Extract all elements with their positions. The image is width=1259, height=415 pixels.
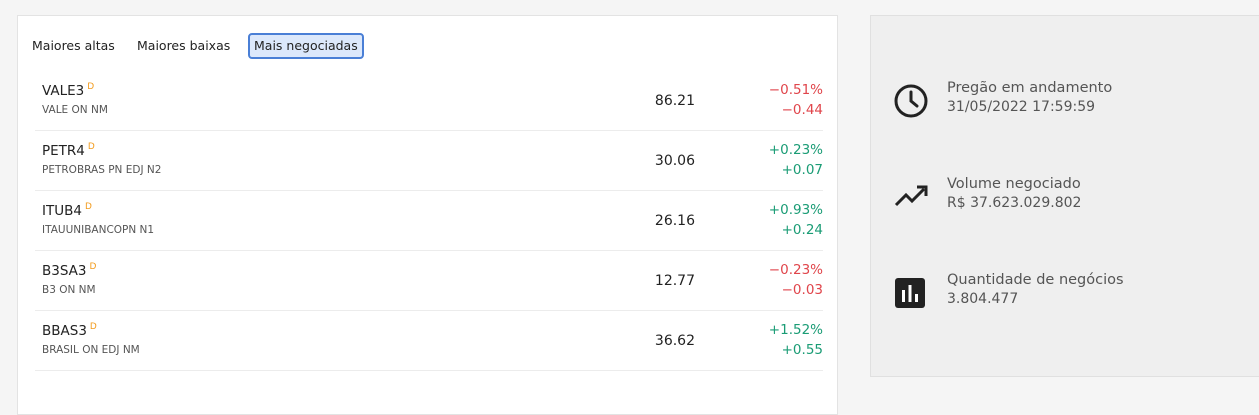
price: 86.21 [654, 93, 695, 109]
company-name: ITAUUNIBANCOPN N1 [42, 224, 155, 236]
badge: D [87, 142, 95, 152]
change: +0.55 [781, 342, 823, 358]
movers-panel: Maiores altas Maiores baixas Mais negociad… [17, 15, 838, 415]
change: +0.07 [781, 162, 823, 178]
company-name: VALE ON NM [42, 104, 108, 116]
trend-icon [894, 185, 928, 207]
stat-label: Quantidade de negócios [947, 272, 1124, 288]
change-percent: −0.51% [768, 82, 823, 98]
change: +0.24 [781, 222, 823, 238]
price: 26.16 [654, 213, 695, 229]
company-name: PETROBRAS PN EDJ N2 [42, 164, 162, 176]
change-percent: −0.23% [768, 262, 823, 278]
ticker: BBAS3 D [42, 322, 97, 339]
row-separator [35, 190, 823, 191]
market-stats-panel: Pregão em andamento 31/05/2022 17:59:59 Vo… [870, 15, 1259, 377]
badge: D [87, 82, 95, 92]
change: −0.03 [781, 282, 823, 298]
stat-value: R$ 37.623.029.802 [947, 195, 1082, 211]
chart-icon [895, 278, 925, 308]
ticker-symbol: VALE3 [42, 83, 85, 99]
badge: D [84, 202, 92, 212]
change-percent: +0.93% [768, 202, 823, 218]
company-name: BRASIL ON EDJ NM [42, 344, 140, 356]
company-name: B3 ON NM [42, 284, 96, 296]
stat-label: Volume negociado [947, 176, 1081, 192]
stat-value: 31/05/2022 17:59:59 [947, 99, 1096, 115]
ticker-symbol: B3SA3 [42, 263, 87, 279]
badge: D [89, 322, 97, 332]
stat-label: Pregão em andamento [947, 80, 1113, 96]
row-separator [35, 310, 823, 311]
tab[interactable]: Mais negociadas [248, 33, 364, 59]
change-percent: +0.23% [768, 142, 823, 158]
ticker: PETR4 D [42, 142, 95, 159]
ticker: B3SA3 D [42, 262, 96, 279]
clock-icon [894, 84, 928, 118]
row-separator [35, 130, 823, 131]
ticker: ITUB4 D [42, 202, 92, 219]
ticker-symbol: BBAS3 [42, 323, 87, 339]
price: 30.06 [654, 153, 695, 169]
price: 12.77 [654, 273, 695, 289]
price: 36.62 [654, 333, 695, 349]
row-separator [35, 370, 823, 371]
badge: D [89, 262, 97, 272]
row-separator [35, 250, 823, 251]
ticker-symbol: ITUB4 [42, 203, 82, 219]
tab[interactable]: Maiores baixas [137, 38, 231, 53]
ticker: VALE3 D [42, 82, 94, 99]
stat-value: 3.804.477 [947, 291, 1019, 307]
tab[interactable]: Maiores altas [32, 38, 115, 53]
ticker-symbol: PETR4 [42, 143, 85, 159]
change: −0.44 [781, 102, 823, 118]
change-percent: +1.52% [768, 322, 823, 338]
